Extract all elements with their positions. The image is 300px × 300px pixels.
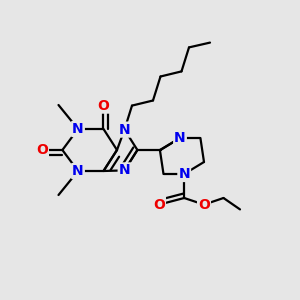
Text: O: O: [98, 99, 110, 112]
Text: N: N: [119, 164, 130, 177]
Text: O: O: [153, 198, 165, 212]
Text: N: N: [174, 131, 186, 145]
Text: N: N: [178, 167, 190, 181]
Text: N: N: [72, 164, 84, 178]
Text: N: N: [72, 122, 84, 136]
Text: O: O: [198, 198, 210, 212]
Text: O: O: [36, 143, 48, 157]
Text: N: N: [119, 123, 130, 136]
